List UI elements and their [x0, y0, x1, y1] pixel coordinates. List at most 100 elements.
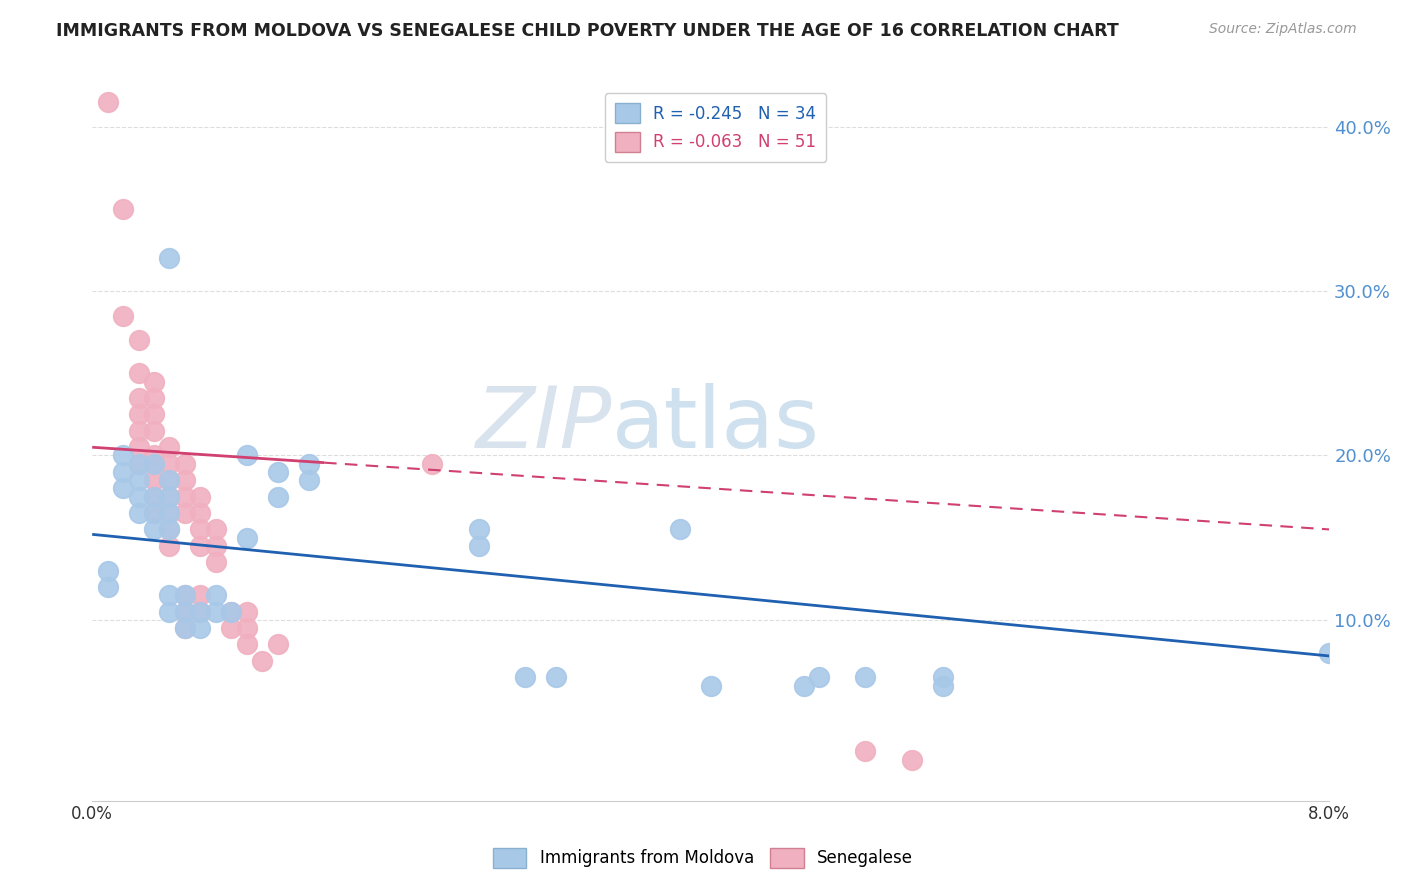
Point	[190, 621, 212, 635]
Point	[143, 457, 166, 471]
Point	[1317, 646, 1340, 660]
Point	[143, 375, 166, 389]
Point	[97, 95, 120, 109]
Point	[807, 670, 830, 684]
Point	[792, 679, 814, 693]
Point	[159, 440, 181, 454]
Point	[515, 670, 537, 684]
Point	[112, 481, 135, 495]
Point	[190, 605, 212, 619]
Point	[174, 605, 197, 619]
Point	[128, 473, 150, 487]
Point	[174, 506, 197, 520]
Point	[143, 457, 166, 471]
Point	[205, 588, 228, 602]
Point	[190, 588, 212, 602]
Point	[174, 588, 197, 602]
Point	[236, 638, 259, 652]
Point	[267, 638, 290, 652]
Point	[128, 334, 150, 348]
Point	[159, 588, 181, 602]
Point	[190, 490, 212, 504]
Point	[159, 506, 181, 520]
Point	[236, 605, 259, 619]
Point	[931, 670, 953, 684]
Point	[468, 539, 491, 553]
Point	[112, 309, 135, 323]
Point	[159, 490, 181, 504]
Point	[143, 408, 166, 422]
Point	[112, 449, 135, 463]
Point	[190, 506, 212, 520]
Point	[668, 523, 690, 537]
Point	[128, 366, 150, 380]
Point	[159, 457, 181, 471]
Point	[252, 654, 274, 668]
Point	[143, 506, 166, 520]
Point	[205, 555, 228, 569]
Point	[159, 490, 181, 504]
Point	[221, 605, 243, 619]
Point	[853, 670, 876, 684]
Point	[298, 473, 321, 487]
Point	[190, 605, 212, 619]
Point	[112, 202, 135, 216]
Point	[159, 523, 181, 537]
Point	[221, 605, 243, 619]
Text: Source: ZipAtlas.com: Source: ZipAtlas.com	[1209, 22, 1357, 37]
Point	[236, 621, 259, 635]
Point	[159, 523, 181, 537]
Point	[159, 473, 181, 487]
Point	[174, 621, 197, 635]
Point	[128, 457, 150, 471]
Point	[128, 506, 150, 520]
Point	[190, 523, 212, 537]
Point	[159, 539, 181, 553]
Text: atlas: atlas	[612, 383, 820, 466]
Point	[174, 605, 197, 619]
Point	[128, 440, 150, 454]
Point	[422, 457, 444, 471]
Point	[159, 252, 181, 266]
Point	[159, 506, 181, 520]
Point	[236, 531, 259, 545]
Point	[174, 490, 197, 504]
Point	[159, 605, 181, 619]
Point	[143, 391, 166, 405]
Point	[174, 621, 197, 635]
Point	[143, 424, 166, 438]
Legend: Immigrants from Moldova, Senegalese: Immigrants from Moldova, Senegalese	[486, 841, 920, 875]
Point	[143, 490, 166, 504]
Point	[205, 605, 228, 619]
Point	[112, 465, 135, 479]
Point	[174, 473, 197, 487]
Point	[205, 539, 228, 553]
Point	[267, 465, 290, 479]
Point	[298, 457, 321, 471]
Point	[267, 490, 290, 504]
Point	[221, 621, 243, 635]
Point	[205, 523, 228, 537]
Point	[128, 391, 150, 405]
Point	[143, 523, 166, 537]
Point	[97, 564, 120, 578]
Point	[174, 588, 197, 602]
Point	[699, 679, 721, 693]
Point	[128, 408, 150, 422]
Point	[97, 580, 120, 594]
Text: IMMIGRANTS FROM MOLDOVA VS SENEGALESE CHILD POVERTY UNDER THE AGE OF 16 CORRELAT: IMMIGRANTS FROM MOLDOVA VS SENEGALESE CH…	[56, 22, 1119, 40]
Point	[143, 506, 166, 520]
Point	[853, 744, 876, 758]
Text: ZIP: ZIP	[475, 383, 612, 466]
Point	[900, 752, 922, 766]
Point	[159, 473, 181, 487]
Point	[468, 523, 491, 537]
Point	[143, 449, 166, 463]
Point	[128, 424, 150, 438]
Point	[143, 473, 166, 487]
Point	[128, 490, 150, 504]
Legend: R = -0.245   N = 34, R = -0.063   N = 51: R = -0.245 N = 34, R = -0.063 N = 51	[605, 93, 827, 162]
Point	[128, 457, 150, 471]
Point	[931, 679, 953, 693]
Point	[174, 457, 197, 471]
